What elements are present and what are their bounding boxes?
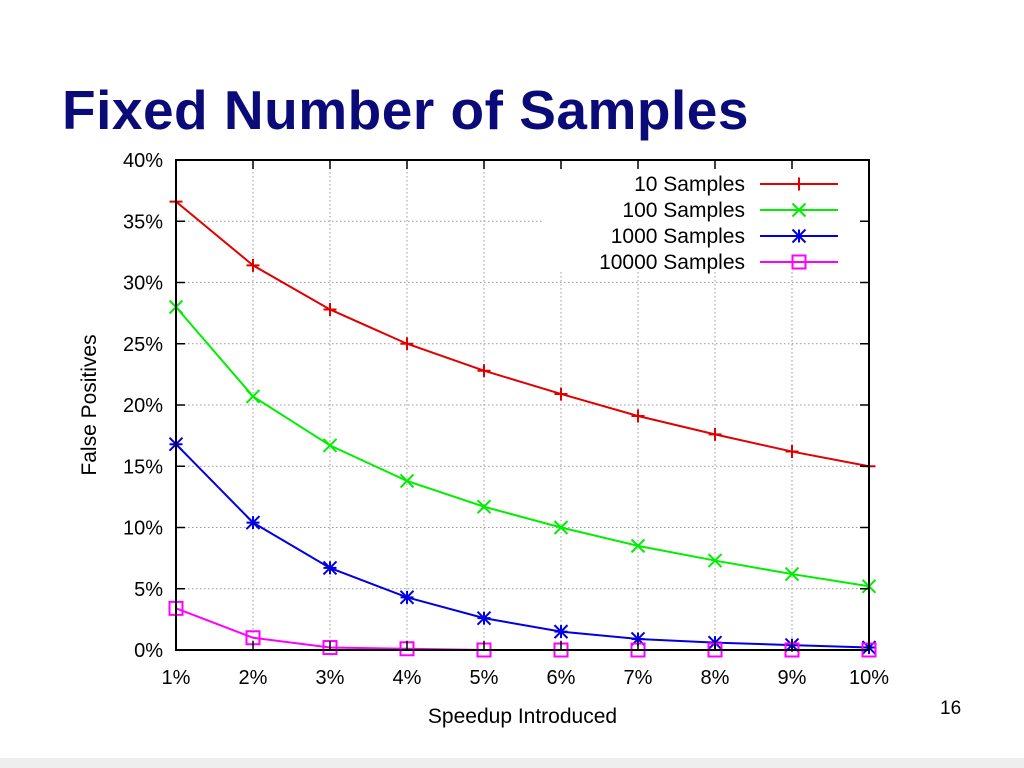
slide-title: Fixed Number of Samples [62,79,749,141]
data-point-x [791,202,807,218]
data-point-plus [792,177,806,191]
data-point-x [553,520,569,535]
x-tick-label: 2% [239,667,268,689]
legend-label: 100 Samples [622,199,745,222]
x-tick-label: 7% [624,667,653,689]
data-point-plus [708,427,722,441]
data-point-plus [785,445,799,459]
data-point-star [630,631,646,647]
data-point-plus [323,302,337,316]
x-tick-label: 9% [778,667,807,689]
data-point-star [791,228,807,244]
data-point-star [476,610,492,626]
y-tick-label: 10% [123,518,163,540]
data-point-x [399,473,415,489]
data-point-star [322,560,338,576]
legend-label: 1000 Samples [611,225,745,248]
y-tick-label: 25% [123,334,163,356]
series-layer [168,195,877,658]
y-axis-label: False Positives [78,334,101,475]
data-point-x [245,389,261,404]
data-point-plus [477,364,491,378]
y-tick-label: 15% [123,456,163,478]
data-point-x [630,538,646,554]
data-point-star [399,590,415,605]
grid-lines [176,160,869,650]
data-point-square [791,254,807,270]
x-tick-label: 1% [162,667,191,689]
data-point-star [245,515,261,530]
x-tick-label: 4% [393,667,422,689]
x-axis-label: Speedup Introduced [428,705,617,728]
legend-item: 10 Samples [634,173,838,196]
legend-item: 100 Samples [622,199,838,222]
series-line [175,200,870,468]
series-line [175,306,870,588]
page-number: 16 [940,698,962,719]
y-tick-label: 0% [134,640,163,662]
x-tick-label: 5% [470,667,499,689]
data-point-plus [400,337,414,351]
data-point-x [322,438,338,453]
y-tick-label: 20% [123,395,163,417]
axis-ticks: 0% 5% 10% 15% 20% 25% 30% 35% 40% 1% 2% 3% 4% 5% 6% 7% 8… [123,150,889,689]
data-point-x [476,499,492,514]
y-tick-label: 35% [123,211,163,233]
x-tick-label: 6% [547,667,576,689]
series-line [175,443,870,649]
data-point-plus [631,409,645,423]
x-tick-label: 10% [849,667,889,689]
series-1000-samples [168,436,877,655]
series-100-samples [168,299,877,594]
data-point-plus [554,387,568,401]
data-point-plus [246,258,260,272]
x-tick-label: 8% [701,667,730,689]
y-tick-label: 40% [123,150,163,172]
data-point-x [784,566,800,582]
data-point-star [553,624,569,639]
legend-label: 10000 Samples [599,251,745,274]
series-10000-samples [168,600,877,658]
bottom-strip [0,758,1024,768]
data-point-x [707,553,723,568]
x-tick-label: 3% [316,667,345,689]
legend-item: 10000 Samples [599,251,838,274]
legend: 10 Samples 100 Samples 1000 Samples 10000 S… [599,173,838,274]
legend-label: 10 Samples [634,173,745,196]
y-tick-label: 5% [134,579,163,601]
y-tick-label: 30% [123,273,163,295]
legend-item: 1000 Samples [611,225,838,248]
